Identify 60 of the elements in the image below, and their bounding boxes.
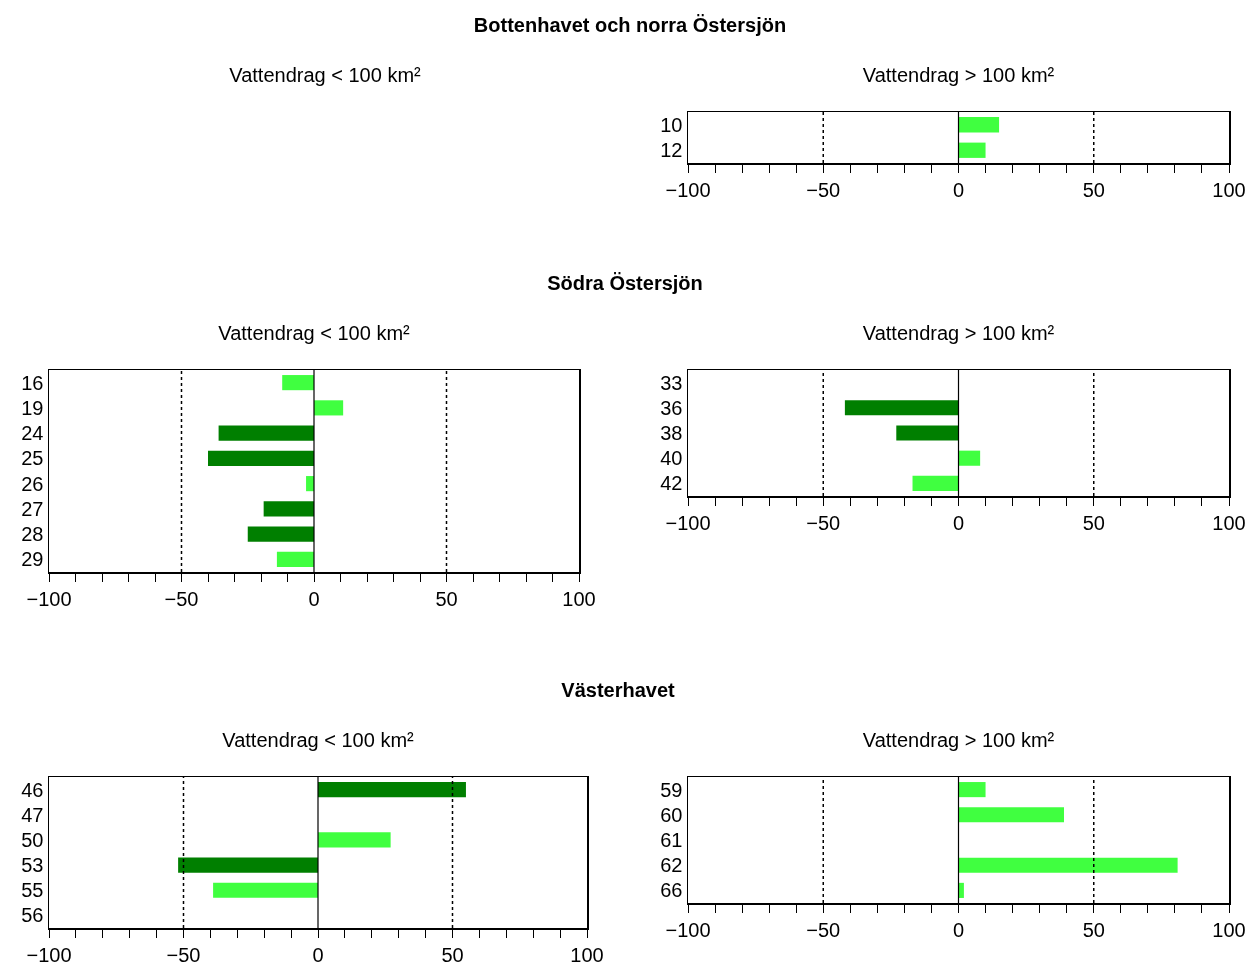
y-tick-label: 53	[21, 854, 44, 877]
x-tick-label: 50	[1082, 511, 1105, 534]
text: Bottenhavet och norra Östersjön	[473, 13, 787, 37]
y-tick-label: 27	[21, 497, 44, 520]
x-tick-label: 50	[435, 587, 458, 610]
y-tick-label: 60	[660, 803, 683, 826]
x-tick-label: 50	[1082, 178, 1105, 201]
y-tick-label: 26	[21, 472, 44, 495]
y-tick-label: 29	[21, 548, 44, 571]
x-tick-label: −50	[806, 918, 841, 941]
x-tick-label: 0	[952, 918, 965, 941]
text: Vattendrag < 100 km²	[229, 63, 421, 87]
x-tick-label: 50	[1082, 918, 1105, 941]
x-tick-label: −50	[166, 943, 201, 966]
chart-title: Vattendrag < 100 km²	[218, 322, 411, 344]
y-tick-label: 19	[21, 396, 44, 419]
chart-title: Vattendrag > 100 km²	[862, 64, 1055, 86]
x-tick-label: 100	[562, 587, 596, 610]
y-tick-label: 59	[660, 778, 683, 801]
y-tick-label: 42	[660, 472, 683, 495]
y-tick-label: 28	[21, 523, 44, 546]
y-tick-label: 55	[21, 879, 44, 902]
x-tick-label: 0	[308, 587, 320, 610]
y-tick-label: 33	[660, 371, 683, 394]
y-tick-label: 50	[21, 828, 44, 851]
y-tick-label: 46	[21, 778, 44, 801]
chart-title: Vattendrag > 100 km²	[862, 322, 1055, 344]
y-tick-label: 66	[660, 879, 683, 902]
y-tick-label: 56	[21, 904, 44, 927]
y-tick-label: 40	[660, 447, 683, 470]
x-tick-label: 100	[1212, 178, 1246, 201]
text: Västerhavet	[561, 678, 675, 702]
x-tick-label: 100	[1212, 511, 1246, 534]
y-tick-label: 16	[21, 371, 44, 394]
x-tick-label: −100	[26, 943, 72, 966]
x-tick-label: 100	[1212, 918, 1246, 941]
y-tick-label: 47	[21, 803, 44, 826]
x-tick-label: −50	[806, 178, 841, 201]
y-tick-label: 24	[21, 422, 44, 445]
y-tick-label: 38	[660, 422, 683, 444]
x-tick-label: −100	[26, 587, 72, 610]
chart-title: Vattendrag > 100 km²	[862, 729, 1055, 751]
x-tick-label: 0	[312, 943, 324, 966]
x-tick-label: −50	[164, 587, 199, 610]
y-tick-label: 62	[660, 854, 683, 877]
chart-title: Vattendrag < 100 km²	[222, 729, 415, 751]
x-tick-label: 50	[441, 943, 464, 966]
x-tick-label: 100	[570, 943, 604, 966]
x-tick-label: 0	[952, 178, 965, 201]
x-tick-label: 0	[952, 511, 965, 534]
x-tick-label: −100	[665, 511, 711, 534]
x-tick-label: −50	[806, 511, 841, 534]
x-tick-label: −100	[665, 918, 711, 941]
y-tick-label: 12	[660, 139, 683, 162]
text: Södra Östersjön	[547, 271, 703, 295]
y-tick-label: 36	[660, 396, 683, 419]
y-tick-label: 10	[660, 113, 683, 136]
y-tick-label: 25	[21, 447, 44, 470]
x-tick-label: −100	[665, 178, 711, 201]
y-tick-label: 61	[660, 829, 683, 851]
